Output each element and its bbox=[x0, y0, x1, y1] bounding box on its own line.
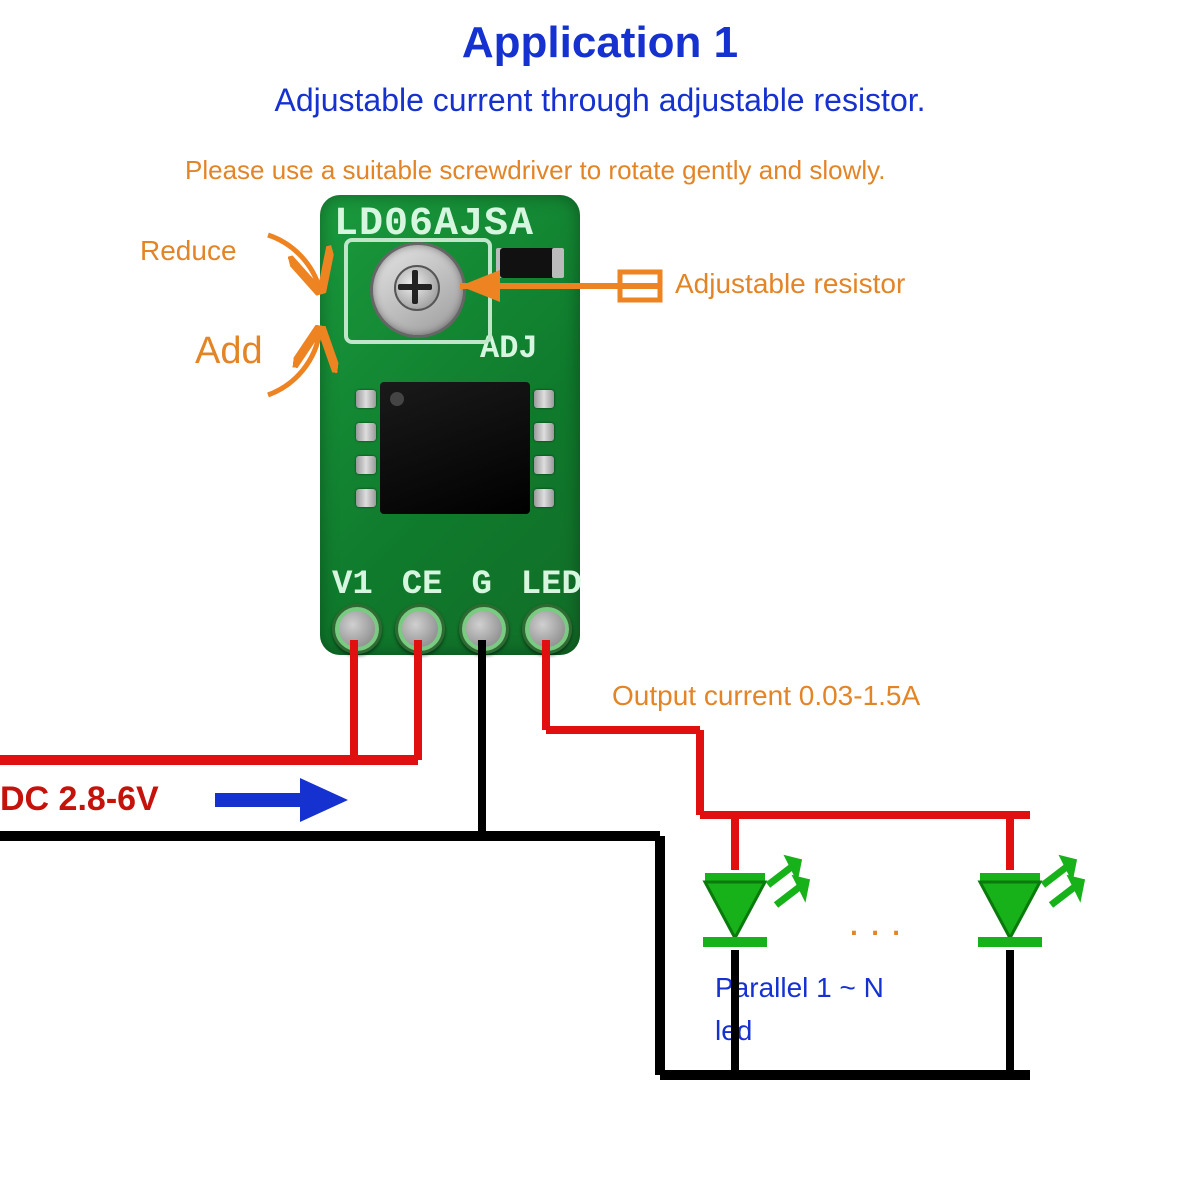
led-label: led bbox=[715, 1015, 752, 1047]
parallel-label: Parallel 1 ~ N bbox=[715, 972, 884, 1004]
smd-resistor-cap bbox=[552, 248, 564, 278]
add-label: Add bbox=[195, 330, 263, 373]
note: Please use a suitable screwdriver to rot… bbox=[185, 155, 1085, 186]
reduce-label: Reduce bbox=[140, 235, 237, 267]
pad-ce bbox=[395, 604, 445, 654]
title: Application 1 bbox=[0, 18, 1200, 68]
solder-pads bbox=[332, 604, 572, 654]
pcb-pin-labels: V1 CE G LED bbox=[332, 566, 582, 604]
pin-label-ce: CE bbox=[402, 566, 443, 604]
smd-resistor bbox=[500, 248, 560, 278]
pad-led bbox=[522, 604, 572, 654]
dc-input-label: DC 2.8-6V bbox=[0, 780, 159, 819]
ic-pins-right bbox=[534, 382, 554, 514]
adjustable-resistor-label: Adjustable resistor bbox=[675, 268, 905, 300]
led-symbol-2 bbox=[978, 860, 1081, 942]
reduce-arrow-icon bbox=[268, 235, 320, 290]
pad-v1 bbox=[332, 604, 382, 654]
potentiometer-slot bbox=[412, 270, 418, 304]
pin-label-g: G bbox=[471, 566, 491, 604]
subtitle: Adjustable current through adjustable re… bbox=[0, 82, 1200, 119]
ic-pin1-dot bbox=[390, 392, 404, 406]
dc-direction-arrow-icon bbox=[215, 778, 348, 822]
led-symbol-1 bbox=[703, 860, 806, 942]
add-arrow-icon bbox=[268, 330, 320, 395]
ic-pins-left bbox=[356, 382, 376, 514]
pad-g bbox=[459, 604, 509, 654]
pin-label-led: LED bbox=[521, 566, 582, 604]
pin-label-v1: V1 bbox=[332, 566, 373, 604]
ellipsis-dots: ... bbox=[820, 900, 940, 945]
output-current-label: Output current 0.03-1.5A bbox=[612, 680, 920, 712]
